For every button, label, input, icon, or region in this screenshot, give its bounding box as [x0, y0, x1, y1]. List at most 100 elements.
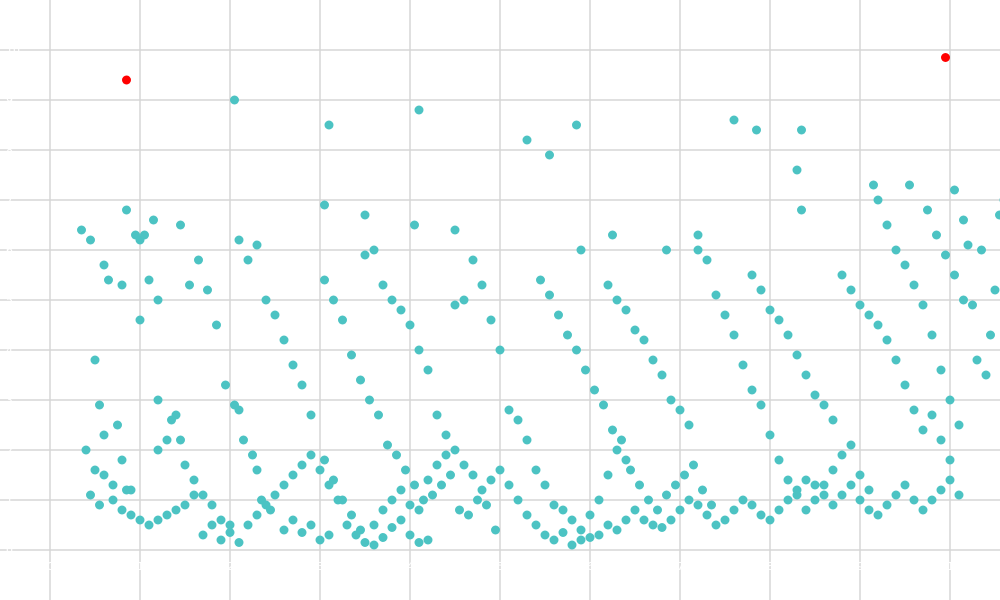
data-point [738, 495, 748, 505]
data-point [756, 285, 766, 295]
data-point [356, 375, 365, 385]
data-point [432, 410, 442, 420]
data-point [252, 510, 262, 520]
data-point [792, 165, 802, 175]
y-tick-label: 7 [6, 194, 13, 207]
y-tick-label: 6 [6, 244, 13, 257]
data-point [783, 495, 793, 505]
data-point [756, 510, 766, 520]
data-point [612, 445, 622, 455]
data-point [90, 355, 100, 365]
data-point [954, 490, 964, 500]
data-point [396, 515, 406, 525]
data-point [549, 535, 559, 545]
data-point [954, 420, 964, 430]
data-point [729, 330, 739, 340]
data-point [662, 245, 671, 255]
data-point [702, 510, 712, 520]
data-point [279, 480, 289, 490]
data-point [941, 250, 950, 260]
data-point [117, 280, 127, 290]
data-point [189, 475, 199, 485]
data-point [909, 495, 919, 505]
data-point [320, 275, 329, 285]
data-point [297, 380, 307, 390]
data-point [459, 295, 469, 305]
y-tick-label: 2 [6, 444, 13, 457]
data-point [486, 315, 496, 325]
data-point [801, 475, 811, 485]
data-point [126, 510, 136, 520]
data-point [410, 220, 419, 230]
data-point [783, 475, 793, 485]
data-point [986, 330, 995, 340]
data-point [207, 500, 217, 510]
data-point [846, 480, 856, 490]
data-point [306, 410, 316, 420]
data-point [225, 528, 235, 537]
data-point [414, 105, 424, 115]
data-point [621, 305, 631, 315]
data-point [261, 500, 271, 510]
data-point [540, 530, 550, 540]
data-point [747, 385, 757, 395]
data-point [450, 225, 460, 235]
data-point [396, 485, 406, 495]
data-point [567, 515, 577, 525]
data-point [801, 505, 811, 515]
data-point [950, 185, 959, 195]
data-point [945, 455, 955, 465]
data-point [918, 505, 928, 515]
data-point [621, 515, 631, 525]
data-point [563, 330, 572, 340]
data-point [864, 485, 874, 495]
data-point [221, 380, 230, 390]
data-point [297, 460, 307, 470]
data-point [108, 495, 118, 505]
data-point [837, 490, 847, 500]
data-point [621, 455, 631, 465]
data-point [95, 400, 104, 410]
data-point [153, 395, 163, 405]
data-point [374, 410, 383, 420]
data-point [135, 315, 145, 325]
data-point [81, 445, 91, 455]
data-point [783, 330, 793, 340]
data-point [446, 470, 455, 480]
data-point [693, 245, 703, 255]
data-point [477, 280, 487, 290]
data-point [684, 420, 694, 430]
data-point [689, 460, 698, 470]
data-point [185, 280, 194, 290]
data-point [648, 520, 658, 530]
data-point [720, 515, 730, 525]
data-point [531, 520, 541, 530]
data-point [414, 505, 424, 515]
data-point [378, 505, 388, 515]
data-point [477, 485, 487, 495]
data-point [153, 445, 163, 455]
data-point [572, 345, 581, 355]
data-point [320, 455, 329, 465]
data-point [882, 500, 892, 510]
data-point [675, 405, 685, 415]
data-point [468, 470, 478, 480]
data-point [567, 540, 577, 550]
data-point [828, 500, 838, 510]
data-point [153, 515, 163, 525]
data-point [603, 520, 613, 530]
data-point [572, 120, 581, 130]
data-point [405, 320, 415, 330]
data-point [248, 450, 257, 460]
data-point [140, 230, 149, 240]
data-point [900, 260, 910, 270]
data-point [441, 450, 451, 460]
x-tick-label: 3 [317, 560, 324, 573]
data-point [729, 115, 739, 125]
data-point [234, 235, 244, 245]
data-point [657, 370, 667, 380]
data-point [243, 255, 253, 265]
data-point [617, 435, 626, 445]
data-point [113, 420, 122, 430]
data-point [977, 245, 986, 255]
